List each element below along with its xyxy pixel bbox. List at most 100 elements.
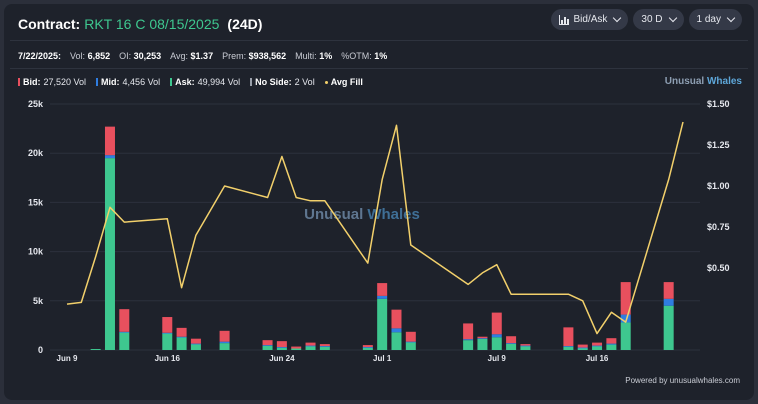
x-tick-label: Jun 16: [155, 354, 181, 363]
legend-bid[interactable]: Bid: 27,520 Vol: [18, 77, 86, 87]
ask-bar: [477, 338, 488, 350]
mid-bar: [162, 332, 173, 334]
ask-bar: [176, 337, 187, 350]
range-dropdown[interactable]: 30 D: [633, 9, 684, 30]
ask-bar: [162, 333, 173, 350]
mid-bar: [305, 345, 316, 347]
bid-swatch: [18, 78, 20, 86]
bid-bar: [391, 309, 402, 329]
mid-bar: [506, 343, 517, 344]
mid-bar: [563, 346, 574, 347]
bid-bar: [362, 345, 373, 348]
mid-bar: [491, 334, 502, 338]
bid-bar: [477, 336, 488, 339]
y2-tick-label: $1.50: [707, 99, 730, 109]
legend-no-side[interactable]: No Side: 2 Vol: [250, 77, 315, 87]
bid-bar: [262, 340, 273, 346]
ask-swatch: [170, 78, 173, 86]
bid-bar: [176, 327, 187, 337]
legend-ask[interactable]: Ask: 49,994 Vol: [170, 77, 240, 87]
mid-bar: [405, 341, 416, 343]
footer-credit[interactable]: Powered by unusualwhales.com: [625, 376, 740, 385]
stat-otm: %OTM: 1%: [341, 51, 388, 61]
bid-bar: [520, 344, 531, 346]
ask-bar: [606, 344, 617, 350]
ask-bar: [377, 298, 388, 350]
y-tick-label: 0: [38, 345, 43, 355]
bid-bar: [606, 338, 617, 344]
mid-bar: [362, 347, 373, 348]
stats-row: 7/22/2025: Vol: 6,852 OI: 30,253 Avg: $1…: [18, 51, 387, 61]
mid-bar: [262, 345, 273, 346]
chart-legend: Bid: 27,520 Vol Mid: 4,456 Vol Ask: 49,994 …: [18, 77, 363, 87]
ask-bar: [491, 337, 502, 350]
stat-premium: Prem: $938,562: [222, 51, 287, 61]
header-divider: [10, 40, 748, 41]
bid-bar: [305, 342, 316, 346]
y2-tick-label: $1.00: [707, 181, 730, 191]
x-axis-labels: Jun 9 Jun 16 Jun 24 Jul 1 Jul 9 Jul 16: [57, 354, 609, 363]
ask-bar: [219, 343, 230, 350]
ask-bar: [620, 322, 631, 350]
mid-bar: [463, 339, 474, 341]
ask-bar: [520, 346, 531, 350]
mid-bar: [663, 298, 674, 306]
ask-bar: [276, 347, 287, 350]
interval-dropdown[interactable]: 1 day: [688, 9, 742, 30]
ask-bar: [90, 349, 101, 350]
no-side-swatch: [250, 78, 253, 86]
mid-bar: [319, 346, 330, 347]
legend-mid[interactable]: Mid: 4,456 Vol: [96, 77, 160, 87]
bid-bar: [463, 323, 474, 340]
x-tick-label: Jun 9: [57, 354, 78, 363]
y-tick-label: 10k: [28, 247, 44, 257]
contract-label: Contract:: [18, 16, 81, 32]
bid-bar: [592, 342, 603, 346]
mid-bar: [477, 338, 488, 339]
y2-tick-label: $1.25: [707, 140, 730, 150]
mid-bar: [276, 347, 287, 348]
bid-bar: [663, 282, 674, 299]
bid-bar: [104, 126, 115, 156]
right-axis-labels: $0.50 $0.75 $1.00 $1.25 $1.50: [707, 99, 730, 273]
y2-tick-label: $0.50: [707, 263, 730, 273]
brand-logo[interactable]: Unusual Whales: [664, 76, 742, 87]
bid-bar: [563, 327, 574, 347]
bars-layer: [90, 126, 674, 350]
stat-multi: Multi: 1%: [295, 51, 333, 61]
ask-bar: [119, 332, 130, 350]
side-mode-dropdown[interactable]: Bid/Ask: [550, 9, 629, 30]
mid-bar: [219, 341, 230, 344]
bid-bar: [276, 341, 287, 348]
mid-bar: [391, 328, 402, 333]
stat-volume: Vol: 6,852: [70, 51, 111, 61]
bid-bar: [405, 331, 416, 342]
grid-lines: [50, 103, 700, 351]
mid-bar: [190, 343, 201, 345]
mid-bar: [119, 331, 130, 333]
watermark: Unusual Whales: [304, 206, 420, 223]
legend-avg-fill[interactable]: Avg Fill: [324, 77, 363, 87]
header-title: Contract: RKT 16 C 08/15/2025 (24D): [18, 14, 262, 34]
y-tick-label: 20k: [28, 148, 44, 158]
mid-bar: [577, 347, 588, 349]
mid-bar: [377, 295, 388, 299]
bid-bar: [162, 317, 173, 333]
bid-bar: [319, 344, 330, 347]
ask-bar: [405, 342, 416, 350]
bid-bar: [620, 282, 631, 315]
stats-divider: [10, 68, 748, 69]
ask-bar: [506, 343, 517, 350]
chart-controls: Bid/Ask 30 D 1 day: [550, 9, 742, 30]
mid-swatch: [96, 78, 99, 86]
mid-bar: [620, 314, 631, 323]
bar-chart-icon: [558, 14, 569, 25]
ask-bar: [305, 346, 316, 350]
avg-fill-layer: [66, 121, 684, 335]
x-tick-label: Jul 1: [373, 354, 392, 363]
bid-bar: [491, 312, 502, 335]
x-tick-label: Jul 9: [488, 354, 507, 363]
bid-bar: [377, 283, 388, 296]
ask-bar: [104, 158, 115, 350]
